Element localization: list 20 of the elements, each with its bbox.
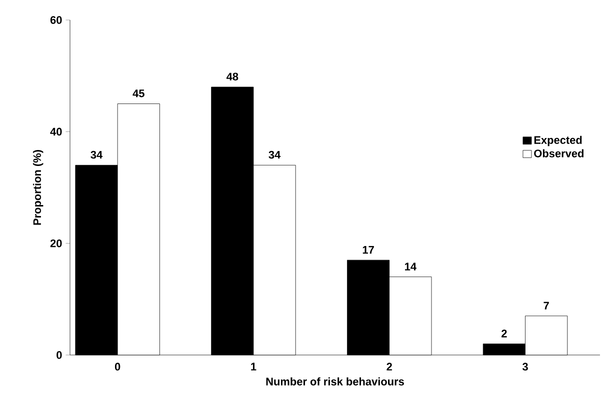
legend-label: Observed xyxy=(534,149,584,158)
data-label: 14 xyxy=(405,262,416,270)
y-tick-label: 60 xyxy=(50,16,62,24)
data-label: 7 xyxy=(544,302,549,310)
data-label: 17 xyxy=(362,246,374,254)
x-tick-label: 3 xyxy=(522,362,528,371)
y-tick-label: 20 xyxy=(50,239,62,248)
data-label: 48 xyxy=(226,72,238,80)
y-tick-label: 40 xyxy=(50,128,62,136)
x-tick-label: 1 xyxy=(251,362,256,370)
y-axis-title: Proportion (%) xyxy=(32,150,44,225)
x-tick-label: 2 xyxy=(386,362,392,370)
x-tick-label: 0 xyxy=(114,362,120,371)
y-tick-label: 0 xyxy=(56,351,62,359)
data-label: 45 xyxy=(132,90,144,98)
x-axis-title: Number of risk behaviours xyxy=(266,377,404,386)
data-label: 34 xyxy=(90,150,103,159)
data-label: 34 xyxy=(268,150,281,159)
legend-label: Expected xyxy=(534,136,582,146)
data-label: 2 xyxy=(502,330,507,338)
